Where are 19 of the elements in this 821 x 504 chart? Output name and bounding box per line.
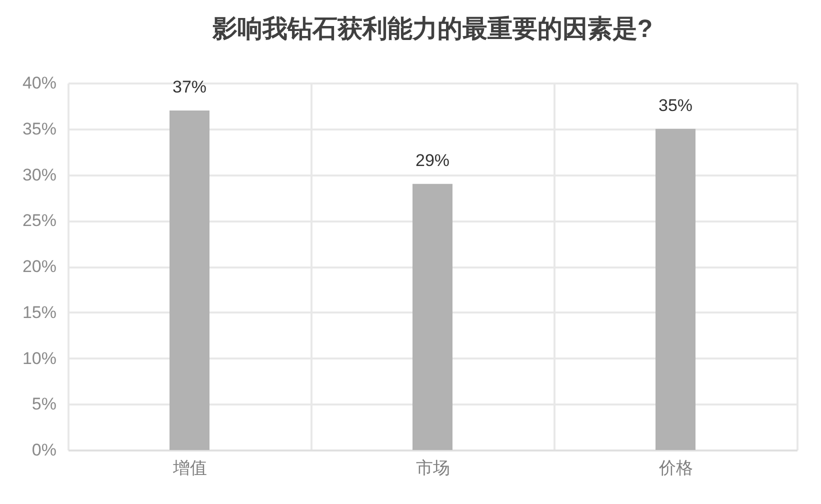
- y-tick-label: 0%: [32, 440, 56, 460]
- y-tick-label: 5%: [32, 394, 56, 414]
- x-tick-label: 增值: [172, 458, 207, 478]
- data-label: 29%: [415, 150, 450, 170]
- y-tick-label: 10%: [22, 348, 56, 368]
- y-tick-label: 25%: [22, 211, 56, 230]
- data-label: 37%: [172, 78, 207, 97]
- data-label: 35%: [658, 96, 693, 115]
- x-tick-label: 价格: [658, 458, 693, 478]
- y-tick-label: 35%: [22, 119, 56, 138]
- bar: [412, 184, 452, 450]
- y-tick-label: 30%: [22, 165, 56, 184]
- y-tick-label: 15%: [22, 302, 56, 322]
- y-tick-label: 40%: [22, 74, 56, 92]
- x-tick-label: 市场: [416, 458, 450, 478]
- bar: [170, 110, 210, 450]
- bar: [656, 128, 696, 450]
- y-tick-label: 20%: [22, 257, 56, 276]
- chart-title: 影响我钻石获利能力的最重要的因素是?: [211, 15, 653, 43]
